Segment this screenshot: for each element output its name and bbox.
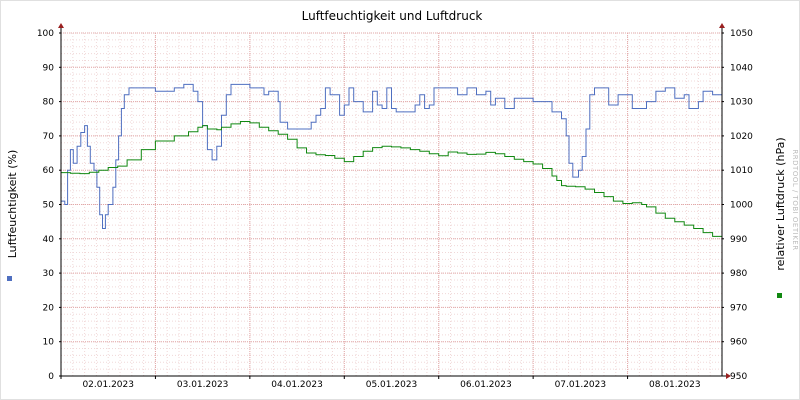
x-tick-label: 06.01.2023 — [460, 380, 512, 390]
right-axis-arrow — [719, 23, 725, 28]
series-layer — [61, 83, 723, 239]
left-tick-label: 80 — [43, 98, 55, 108]
right-axis-label: relativer Luftdruck (hPa) — [774, 137, 787, 270]
chart-title: Luftfeuchtigkeit und Luftdruck — [302, 9, 483, 23]
right-tick-label: 1010 — [730, 166, 753, 176]
left-tick-label: 70 — [43, 132, 55, 142]
left-tick-label: 50 — [43, 201, 55, 211]
left-tick-label: 100 — [37, 29, 54, 39]
x-axis-arrow — [726, 373, 731, 379]
left-axis-arrow — [58, 23, 64, 28]
left-tick-label: 0 — [48, 372, 54, 382]
x-tick-label: 08.01.2023 — [649, 380, 701, 390]
legend-swatch-pressure — [777, 293, 782, 298]
left-tick-label: 20 — [43, 303, 55, 313]
legend-swatch-humidity — [7, 276, 12, 281]
right-tick-label: 960 — [730, 338, 747, 348]
tick-labels: 0102030405060708090100950960970980990100… — [37, 29, 753, 390]
right-tick-label: 990 — [730, 235, 747, 245]
right-tick-label: 950 — [730, 372, 747, 382]
right-tick-label: 1020 — [730, 132, 753, 142]
left-tick-label: 40 — [43, 235, 55, 245]
left-tick-label: 60 — [43, 166, 55, 176]
left-tick-label: 10 — [43, 338, 55, 348]
x-tick-label: 04.01.2023 — [271, 380, 323, 390]
left-tick-label: 30 — [43, 269, 55, 279]
x-tick-label: 07.01.2023 — [555, 380, 607, 390]
right-tick-label: 1000 — [730, 201, 753, 211]
left-tick-label: 90 — [43, 63, 55, 73]
right-tick-label: 1050 — [730, 29, 753, 39]
series-line-humidity — [61, 83, 723, 229]
x-tick-label: 03.01.2023 — [177, 380, 229, 390]
left-axis-label: Luftfeuchtigkeit (%) — [6, 150, 19, 259]
right-tick-label: 1040 — [730, 63, 753, 73]
right-tick-label: 1030 — [730, 98, 753, 108]
axes — [58, 23, 731, 379]
right-tick-label: 980 — [730, 269, 747, 279]
x-tick-label: 05.01.2023 — [366, 380, 418, 390]
series-line-pressure — [61, 121, 723, 239]
right-tick-label: 970 — [730, 303, 747, 313]
watermark: RRDTOOL / TOBI OETIKER — [791, 149, 799, 250]
x-tick-label: 02.01.2023 — [82, 380, 134, 390]
